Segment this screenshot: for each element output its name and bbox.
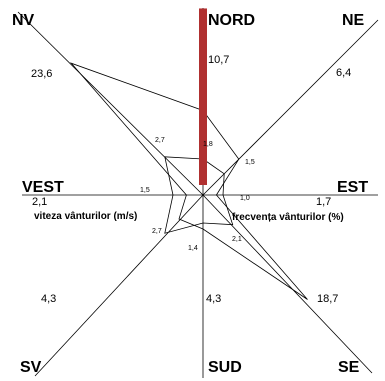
speed-label-se: 2,1 bbox=[232, 236, 242, 243]
speed-label-ne: 1,5 bbox=[245, 159, 255, 166]
speed-label-sv: 2,7 bbox=[152, 228, 162, 235]
direction-label-vest: VEST bbox=[22, 179, 64, 196]
direction-label-nord: NORD bbox=[208, 12, 255, 29]
direction-label-sv: SV bbox=[20, 359, 42, 376]
speed-label-nord: 1,8 bbox=[203, 141, 213, 148]
direction-label-sud: SUD bbox=[208, 359, 242, 376]
freq-label-nv: 23,6 bbox=[31, 68, 52, 80]
axis-line-nv bbox=[17, 11, 204, 196]
speed-polygon bbox=[164, 156, 234, 234]
direction-label-se: SE bbox=[338, 359, 360, 376]
axis-line-sv bbox=[34, 194, 204, 377]
frequency-series-label: frecvența vânturilor (%) bbox=[232, 212, 344, 223]
speed-series-label: viteza vânturilor (m/s) bbox=[34, 211, 137, 222]
freq-label-vest: 2,1 bbox=[32, 196, 47, 208]
north-highlight-bar bbox=[199, 8, 207, 186]
axis-line-ne bbox=[202, 19, 379, 196]
direction-label-nv: NV bbox=[12, 12, 35, 29]
speed-label-vest: 1,5 bbox=[140, 187, 150, 194]
freq-label-nord: 10,7 bbox=[208, 54, 229, 66]
frequency-polygon bbox=[69, 62, 308, 300]
direction-label-est: EST bbox=[337, 179, 368, 196]
freq-label-est: 1,7 bbox=[316, 196, 331, 208]
freq-label-ne: 6,4 bbox=[336, 67, 351, 79]
freq-label-sud: 4,3 bbox=[206, 293, 221, 305]
direction-label-ne: NE bbox=[342, 12, 365, 29]
freq-label-se: 18,7 bbox=[317, 293, 338, 305]
speed-label-nv: 2,7 bbox=[155, 137, 165, 144]
freq-label-sv: 4,3 bbox=[41, 293, 56, 305]
speed-label-sud: 1,4 bbox=[188, 245, 198, 252]
speed-label-est: 1,0 bbox=[240, 195, 250, 202]
